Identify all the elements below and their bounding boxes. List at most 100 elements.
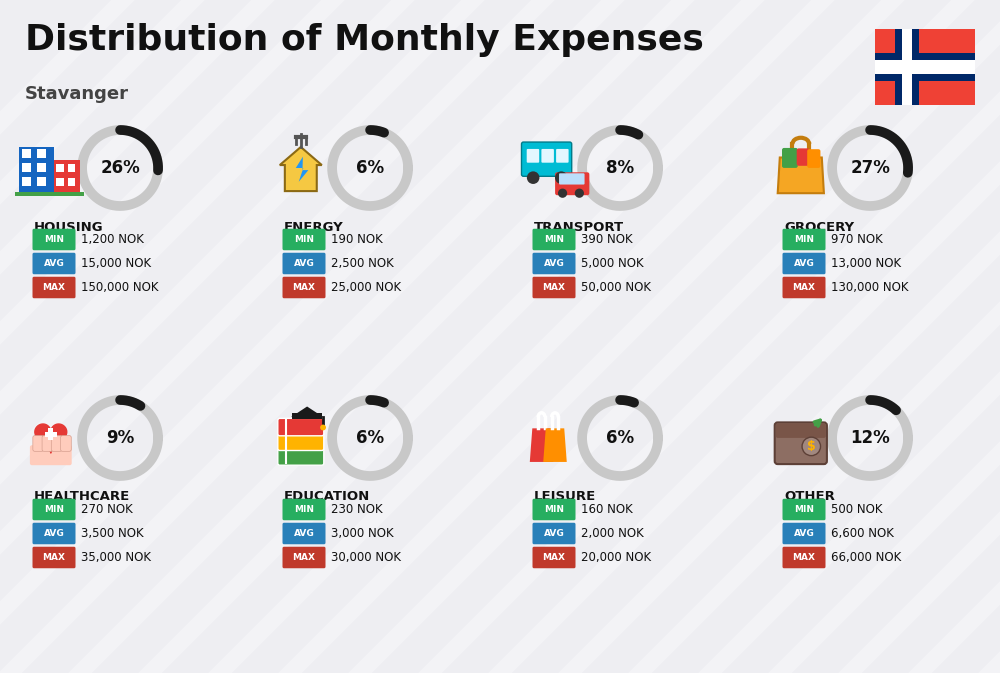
FancyBboxPatch shape — [33, 277, 76, 298]
Text: MIN: MIN — [794, 235, 814, 244]
FancyBboxPatch shape — [283, 523, 326, 544]
FancyBboxPatch shape — [37, 177, 46, 186]
Text: MIN: MIN — [794, 505, 814, 514]
Text: EDUCATION: EDUCATION — [284, 491, 370, 503]
Text: 970 NOK: 970 NOK — [831, 233, 883, 246]
Circle shape — [527, 172, 539, 184]
FancyBboxPatch shape — [532, 253, 576, 275]
Text: AVG: AVG — [544, 529, 564, 538]
Circle shape — [555, 172, 568, 184]
FancyBboxPatch shape — [278, 448, 324, 465]
FancyBboxPatch shape — [559, 174, 585, 184]
FancyBboxPatch shape — [527, 149, 539, 163]
Text: 190 NOK: 190 NOK — [331, 233, 383, 246]
Text: AVG: AVG — [294, 529, 314, 538]
Text: AVG: AVG — [794, 529, 814, 538]
FancyBboxPatch shape — [776, 423, 826, 438]
Text: AVG: AVG — [544, 259, 564, 268]
FancyBboxPatch shape — [532, 277, 576, 298]
Circle shape — [558, 188, 567, 198]
Polygon shape — [530, 428, 553, 462]
FancyBboxPatch shape — [783, 523, 826, 544]
Text: Distribution of Monthly Expenses: Distribution of Monthly Expenses — [25, 23, 704, 57]
Text: 3,500 NOK: 3,500 NOK — [81, 527, 144, 540]
Text: 35,000 NOK: 35,000 NOK — [81, 551, 151, 564]
FancyBboxPatch shape — [33, 546, 76, 568]
FancyBboxPatch shape — [902, 29, 912, 105]
Text: 230 NOK: 230 NOK — [331, 503, 383, 516]
FancyBboxPatch shape — [532, 546, 576, 568]
Text: AVG: AVG — [794, 259, 814, 268]
Text: MAX: MAX — [793, 283, 816, 292]
Text: 500 NOK: 500 NOK — [831, 503, 883, 516]
Text: 8%: 8% — [606, 159, 634, 177]
FancyBboxPatch shape — [283, 229, 326, 250]
Text: ENERGY: ENERGY — [284, 221, 344, 234]
Text: MIN: MIN — [544, 235, 564, 244]
FancyBboxPatch shape — [807, 149, 820, 168]
Text: 2,000 NOK: 2,000 NOK — [581, 527, 644, 540]
Text: AVG: AVG — [44, 529, 64, 538]
FancyBboxPatch shape — [782, 148, 798, 168]
Text: 1,200 NOK: 1,200 NOK — [81, 233, 144, 246]
Text: 150,000 NOK: 150,000 NOK — [81, 281, 158, 294]
FancyBboxPatch shape — [33, 435, 44, 452]
Text: 5,000 NOK: 5,000 NOK — [581, 257, 644, 270]
FancyBboxPatch shape — [875, 52, 975, 81]
FancyBboxPatch shape — [775, 423, 827, 464]
Text: 6%: 6% — [356, 159, 384, 177]
Polygon shape — [296, 157, 308, 182]
Text: 20,000 NOK: 20,000 NOK — [581, 551, 651, 564]
Text: MIN: MIN — [294, 235, 314, 244]
Text: HOUSING: HOUSING — [34, 221, 104, 234]
Circle shape — [320, 425, 326, 431]
FancyBboxPatch shape — [783, 277, 826, 298]
FancyBboxPatch shape — [37, 149, 46, 158]
FancyBboxPatch shape — [283, 546, 326, 568]
FancyBboxPatch shape — [797, 148, 810, 166]
FancyBboxPatch shape — [61, 435, 71, 452]
Text: MAX: MAX — [292, 283, 316, 292]
FancyBboxPatch shape — [283, 277, 326, 298]
Polygon shape — [543, 428, 567, 462]
FancyBboxPatch shape — [68, 164, 75, 172]
FancyBboxPatch shape — [30, 446, 72, 465]
FancyBboxPatch shape — [44, 431, 57, 437]
Text: 27%: 27% — [850, 159, 890, 177]
FancyBboxPatch shape — [532, 499, 576, 520]
FancyBboxPatch shape — [22, 149, 31, 158]
Text: 6%: 6% — [356, 429, 384, 447]
Text: 130,000 NOK: 130,000 NOK — [831, 281, 908, 294]
Text: 30,000 NOK: 30,000 NOK — [331, 551, 401, 564]
FancyBboxPatch shape — [783, 499, 826, 520]
Circle shape — [575, 188, 584, 198]
FancyBboxPatch shape — [895, 29, 919, 105]
Text: MAX: MAX — [292, 553, 316, 562]
FancyBboxPatch shape — [278, 419, 324, 436]
Text: 3,000 NOK: 3,000 NOK — [331, 527, 394, 540]
FancyBboxPatch shape — [283, 253, 326, 275]
Text: 270 NOK: 270 NOK — [81, 503, 133, 516]
FancyBboxPatch shape — [875, 60, 975, 74]
FancyBboxPatch shape — [532, 229, 576, 250]
Polygon shape — [291, 406, 323, 417]
FancyBboxPatch shape — [22, 163, 31, 172]
FancyBboxPatch shape — [51, 435, 62, 452]
FancyBboxPatch shape — [532, 523, 576, 544]
FancyBboxPatch shape — [48, 427, 53, 440]
Text: MIN: MIN — [544, 505, 564, 514]
FancyBboxPatch shape — [783, 253, 826, 275]
Text: 13,000 NOK: 13,000 NOK — [831, 257, 901, 270]
Text: GROCERY: GROCERY — [784, 221, 854, 234]
Text: OTHER: OTHER — [784, 491, 835, 503]
FancyBboxPatch shape — [68, 178, 75, 186]
FancyBboxPatch shape — [56, 178, 64, 186]
Polygon shape — [280, 147, 322, 191]
Text: 390 NOK: 390 NOK — [581, 233, 633, 246]
Polygon shape — [778, 157, 824, 193]
FancyBboxPatch shape — [54, 160, 80, 193]
Text: 9%: 9% — [106, 429, 134, 447]
Text: 2,500 NOK: 2,500 NOK — [331, 257, 394, 270]
FancyBboxPatch shape — [15, 192, 84, 196]
FancyBboxPatch shape — [56, 164, 64, 172]
